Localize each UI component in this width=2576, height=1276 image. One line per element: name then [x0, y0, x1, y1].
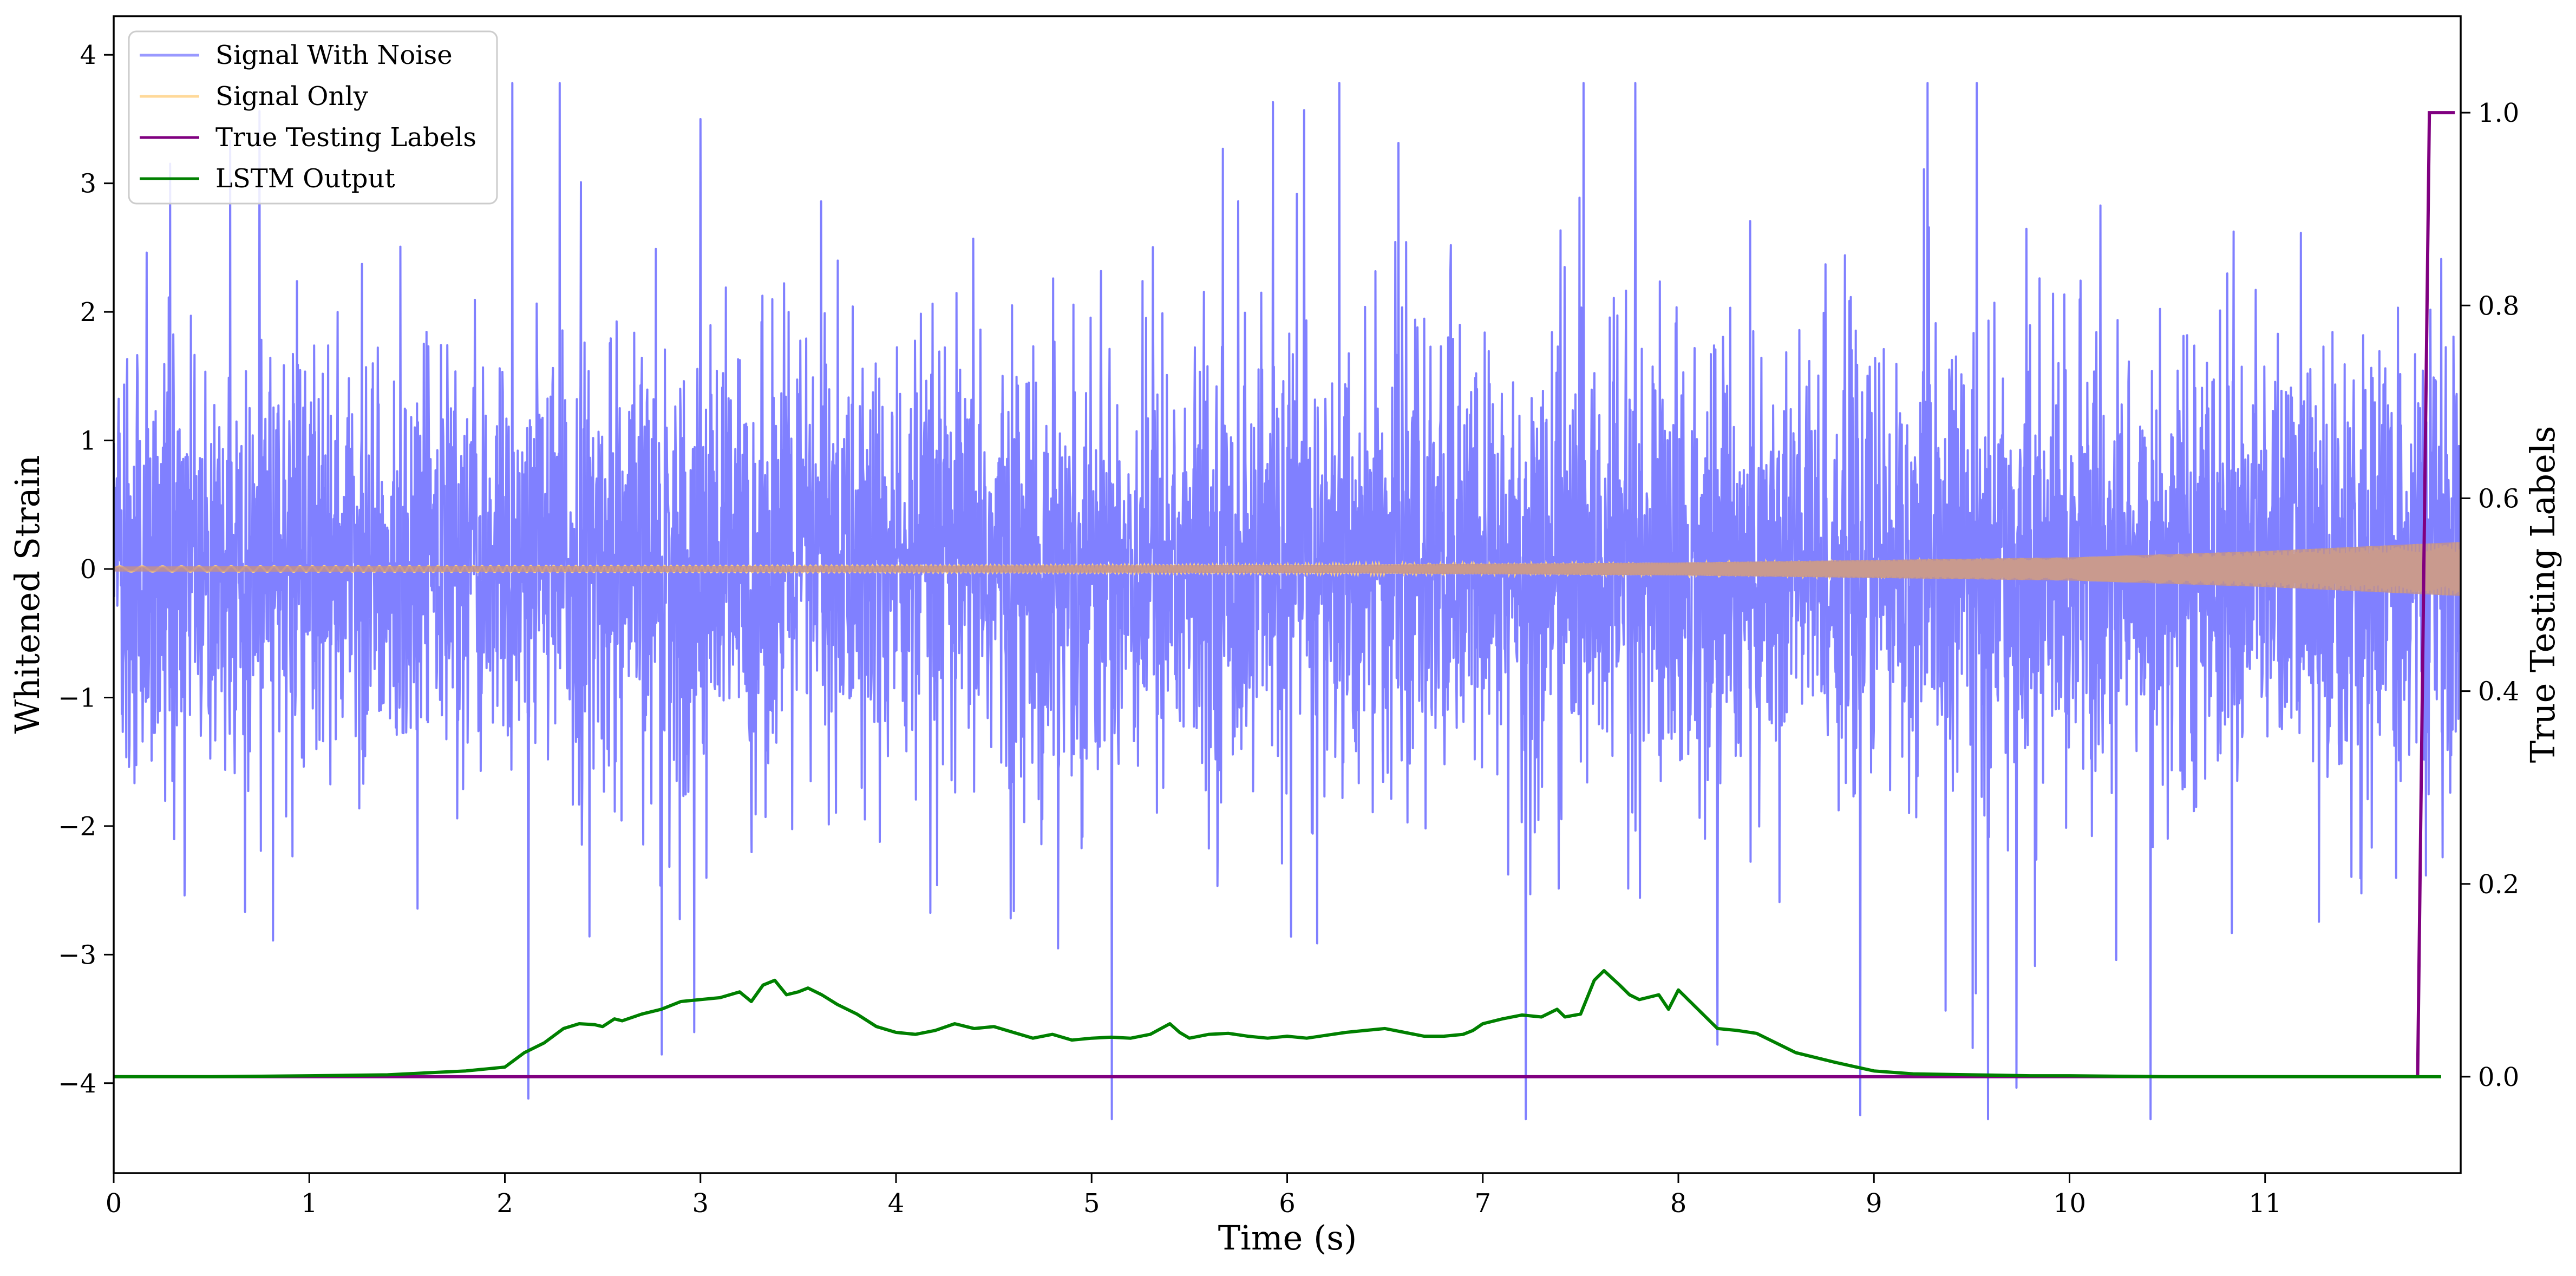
series-signal-with-noise	[114, 82, 2461, 1121]
x-tick-label: 8	[1670, 1188, 1687, 1219]
y-tick-label: 3	[80, 169, 96, 199]
y-tick-label: 4	[80, 40, 96, 70]
y-tick-label: −2	[58, 812, 96, 842]
y2-tick-label: 0.6	[2478, 483, 2519, 514]
y-axis-left: −4 −3 −2 −1 0 1 2 3 4	[58, 40, 114, 1099]
x-tick-label: 11	[2248, 1188, 2281, 1219]
y-axis-label: Whitened Strain	[8, 455, 47, 734]
y-tick-label: −3	[58, 940, 96, 970]
x-tick-label: 9	[1866, 1188, 1882, 1219]
x-axis-label: Time (s)	[1218, 1218, 1357, 1258]
legend-box	[128, 30, 498, 205]
x-tick-label: 6	[1279, 1188, 1296, 1219]
series-true-testing-labels	[114, 111, 2455, 1078]
y-tick-label: 2	[80, 297, 96, 328]
y-tick-label: −4	[58, 1069, 96, 1099]
y2-tick-label: 0.0	[2478, 1062, 2519, 1092]
series-signal-only-band	[114, 542, 2461, 596]
legend-label-signal-only: Signal Only	[215, 81, 368, 112]
y2-tick-label: 0.2	[2478, 869, 2519, 900]
y-tick-label: −1	[58, 683, 96, 713]
x-tick-label: 7	[1474, 1188, 1491, 1219]
y-tick-label: 1	[80, 426, 96, 456]
y2-tick-label: 0.8	[2478, 291, 2519, 321]
series-lstm-output	[114, 969, 2441, 1078]
x-axis: 0 1 2 3 4 5 6 7 8 9 10 11	[106, 1173, 2281, 1219]
x-tick-label: 4	[888, 1188, 905, 1219]
x-tick-label: 0	[106, 1188, 122, 1219]
legend: Signal With Noise Signal Only True Testi…	[128, 30, 498, 205]
y2-tick-label: 0.4	[2478, 677, 2519, 707]
legend-label-true-testing-labels: True Testing Labels	[215, 122, 476, 153]
y2-tick-label: 1.0	[2478, 98, 2519, 128]
legend-label-signal-with-noise: Signal With Noise	[215, 40, 453, 70]
y-tick-label: 0	[80, 554, 96, 585]
x-tick-label: 10	[2053, 1188, 2086, 1219]
x-tick-label: 3	[692, 1188, 709, 1219]
x-tick-label: 1	[301, 1188, 318, 1219]
y-axis-right: 0.0 0.2 0.4 0.6 0.8 1.0	[2461, 98, 2519, 1092]
plot-area	[114, 82, 2461, 1121]
y2-axis-label: True Testing Labels	[2523, 426, 2562, 763]
legend-label-lstm-output: LSTM Output	[215, 163, 395, 194]
x-tick-label: 2	[496, 1188, 513, 1219]
x-tick-label: 5	[1083, 1188, 1100, 1219]
